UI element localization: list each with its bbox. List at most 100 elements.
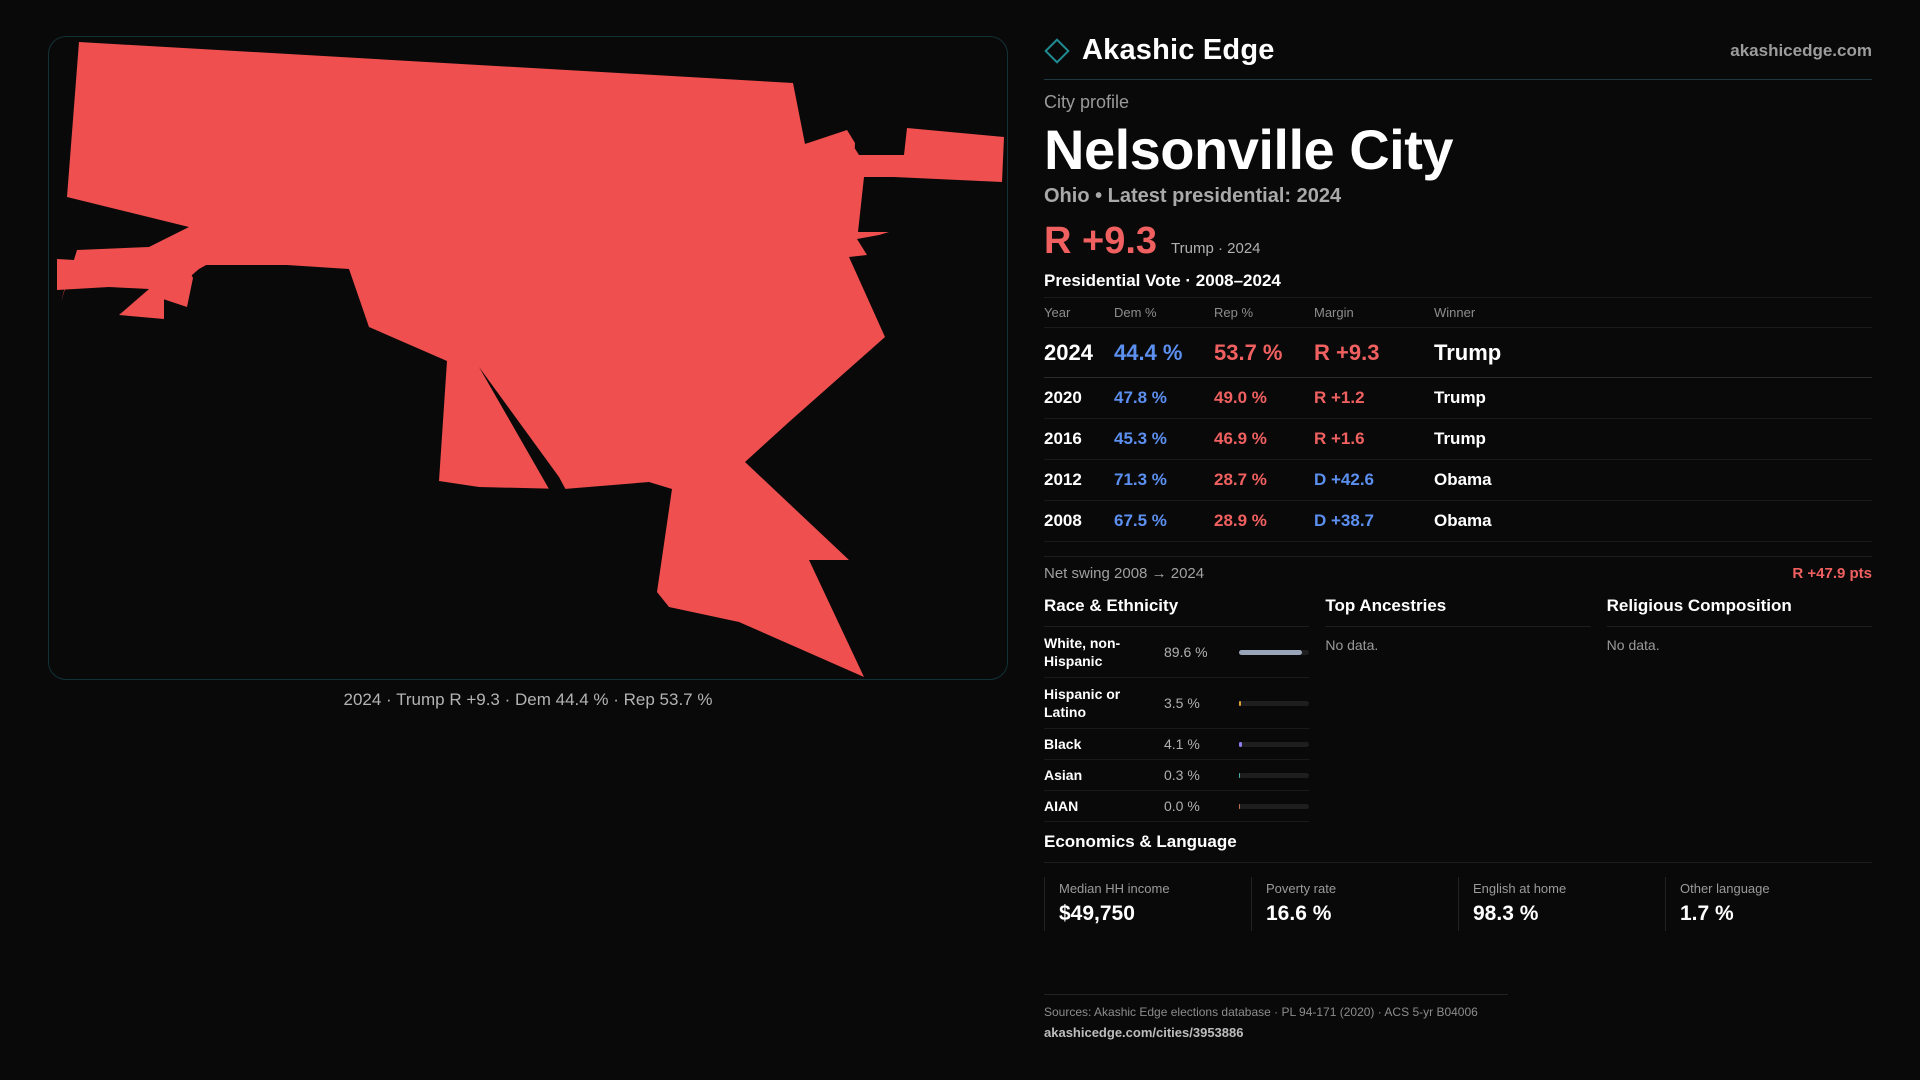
race-row: AIAN 0.0 % bbox=[1044, 791, 1310, 822]
race-bar bbox=[1239, 741, 1309, 747]
cell-rep: 49.0 % bbox=[1214, 377, 1314, 419]
stat-label: Poverty rate bbox=[1266, 881, 1337, 896]
race-bar bbox=[1239, 803, 1309, 809]
cell-winner: Obama bbox=[1434, 500, 1872, 542]
religion-section-title: Religious Composition bbox=[1606, 596, 1872, 627]
col-header-dem[interactable]: Dem % bbox=[1114, 297, 1214, 328]
cell-margin: R +9.3 bbox=[1314, 327, 1434, 378]
city-boundary-map[interactable] bbox=[48, 36, 1008, 680]
city-west-fragment-polygon bbox=[57, 237, 247, 319]
economics-section-title: Economics & Language bbox=[1044, 832, 1872, 863]
race-value: 0.0 % bbox=[1164, 798, 1200, 814]
cell-year: 2012 bbox=[1044, 459, 1114, 501]
table-row[interactable]: 2008 67.5 % 28.9 % D +38.7 Obama bbox=[1044, 500, 1872, 542]
stat-value: $49,750 bbox=[1059, 902, 1135, 925]
cell-rep: 28.7 % bbox=[1214, 459, 1314, 501]
hero-result: R +9.3 Trump · 2024 bbox=[1044, 220, 1872, 263]
cell-year: 2008 bbox=[1044, 500, 1114, 542]
stat-value: 1.7 % bbox=[1680, 902, 1734, 925]
race-label: AIAN bbox=[1044, 798, 1079, 814]
col-header-winner[interactable]: Winner bbox=[1434, 297, 1872, 328]
presidential-vote-table: Year Dem % Rep % Margin Winner 2024 44.4… bbox=[1044, 297, 1872, 542]
vote-section-title: Presidential Vote · 2008–2024 bbox=[1044, 271, 1281, 290]
table-row[interactable]: 2012 71.3 % 28.7 % D +42.6 Obama bbox=[1044, 459, 1872, 501]
cell-winner: Trump bbox=[1434, 418, 1872, 460]
col-header-year[interactable]: Year bbox=[1044, 297, 1114, 328]
race-label: Asian bbox=[1044, 767, 1083, 783]
race-bar bbox=[1239, 649, 1309, 655]
race-bar bbox=[1239, 700, 1309, 706]
cell-margin: R +1.6 bbox=[1314, 418, 1434, 460]
city-boundary-shape[interactable] bbox=[57, 42, 1004, 677]
race-label: Hispanic or Latino bbox=[1044, 686, 1121, 720]
table-row[interactable]: 2016 45.3 % 46.9 % R +1.6 Trump bbox=[1044, 418, 1872, 460]
cell-winner: Trump bbox=[1434, 377, 1872, 419]
race-value: 4.1 % bbox=[1164, 736, 1200, 752]
profile-panel: Akashic Edge akashicedge.com City profil… bbox=[1044, 30, 1872, 931]
cell-margin: D +42.6 bbox=[1314, 459, 1434, 501]
race-row: White, non-Hispanic 89.6 % bbox=[1044, 627, 1310, 678]
cell-dem: 47.8 % bbox=[1114, 377, 1214, 419]
map-notch bbox=[479, 367, 567, 492]
cell-winner: Trump bbox=[1434, 327, 1872, 378]
cell-rep: 46.9 % bbox=[1214, 418, 1314, 460]
header-bar: Akashic Edge akashicedge.com bbox=[1044, 30, 1872, 80]
race-ethnicity-panel: Race & Ethnicity White, non-Hispanic 89.… bbox=[1044, 596, 1310, 822]
race-section-title: Race & Ethnicity bbox=[1044, 596, 1310, 627]
religion-empty-text: No data. bbox=[1606, 637, 1660, 653]
stat-english-at-home: English at home 98.3 % bbox=[1458, 877, 1665, 931]
page-subtitle: Ohio • Latest presidential: 2024 bbox=[1044, 185, 1342, 207]
race-value: 3.5 % bbox=[1164, 695, 1200, 711]
map-caption: 2024 · Trump R +9.3 · Dem 44.4 % · Rep 5… bbox=[343, 690, 713, 709]
col-header-margin[interactable]: Margin bbox=[1314, 297, 1434, 328]
race-label: White, non-Hispanic bbox=[1044, 635, 1121, 669]
race-bar-fill bbox=[1239, 649, 1302, 655]
race-bar bbox=[1239, 772, 1309, 778]
stat-label: Median HH income bbox=[1059, 881, 1170, 896]
stat-median-income: Median HH income $49,750 bbox=[1044, 877, 1251, 931]
race-row: Hispanic or Latino 3.5 % bbox=[1044, 678, 1310, 729]
sources-text: Sources: Akashic Edge elections database… bbox=[1044, 1005, 1478, 1019]
cell-rep: 28.9 % bbox=[1214, 500, 1314, 542]
race-bar-fill bbox=[1239, 700, 1242, 706]
cell-year: 2016 bbox=[1044, 418, 1114, 460]
city-main-polygon bbox=[61, 42, 889, 677]
table-header-row: Year Dem % Rep % Margin Winner bbox=[1044, 297, 1872, 328]
religion-panel: Religious Composition No data. bbox=[1606, 596, 1872, 822]
page-kicker: City profile bbox=[1044, 92, 1130, 112]
table-row[interactable]: 2020 47.8 % 49.0 % R +1.2 Trump bbox=[1044, 377, 1872, 419]
cell-dem: 45.3 % bbox=[1114, 418, 1214, 460]
race-value: 0.3 % bbox=[1164, 767, 1200, 783]
ancestries-empty-text: No data. bbox=[1325, 637, 1379, 653]
cell-dem: 67.5 % bbox=[1114, 500, 1214, 542]
race-row: Asian 0.3 % bbox=[1044, 760, 1310, 791]
stat-other-language: Other language 1.7 % bbox=[1665, 877, 1872, 931]
race-label: Black bbox=[1044, 736, 1082, 752]
table-row[interactable]: 2024 44.4 % 53.7 % R +9.3 Trump bbox=[1044, 327, 1872, 378]
race-value: 89.6 % bbox=[1164, 644, 1208, 660]
stat-value: 98.3 % bbox=[1473, 902, 1539, 925]
col-header-rep[interactable]: Rep % bbox=[1214, 297, 1314, 328]
diamond-icon bbox=[1044, 37, 1070, 64]
brand-url-link[interactable]: akashicedge.com bbox=[1730, 40, 1872, 60]
ancestries-panel: Top Ancestries No data. bbox=[1325, 596, 1591, 822]
cell-dem: 71.3 % bbox=[1114, 459, 1214, 501]
permalink[interactable]: akashicedge.com/cities/3953886 bbox=[1044, 1025, 1244, 1040]
city-boundary-svg bbox=[57, 42, 1004, 677]
cell-year: 2020 bbox=[1044, 377, 1114, 419]
demographics-section: Race & Ethnicity White, non-Hispanic 89.… bbox=[1044, 596, 1872, 822]
economics-stats: Median HH income $49,750 Poverty rate 16… bbox=[1044, 877, 1872, 931]
net-swing-value: R +47.9 pts bbox=[1792, 565, 1872, 582]
hero-margin: R +9.3 bbox=[1044, 220, 1158, 262]
hero-subtext: Trump · 2024 bbox=[1171, 240, 1261, 257]
stat-label: English at home bbox=[1473, 881, 1567, 896]
ancestries-section-title: Top Ancestries bbox=[1325, 596, 1591, 627]
net-swing: Net swing 2008 → 2024 R +47.9 pts bbox=[1044, 556, 1872, 582]
cell-winner: Obama bbox=[1434, 459, 1872, 501]
page-title: Nelsonville City bbox=[1044, 118, 1454, 181]
cell-margin: D +38.7 bbox=[1314, 500, 1434, 542]
brand[interactable]: Akashic Edge bbox=[1044, 34, 1275, 67]
stat-label: Other language bbox=[1680, 881, 1770, 896]
race-row: Black 4.1 % bbox=[1044, 729, 1310, 760]
brand-name: Akashic Edge bbox=[1082, 34, 1275, 66]
